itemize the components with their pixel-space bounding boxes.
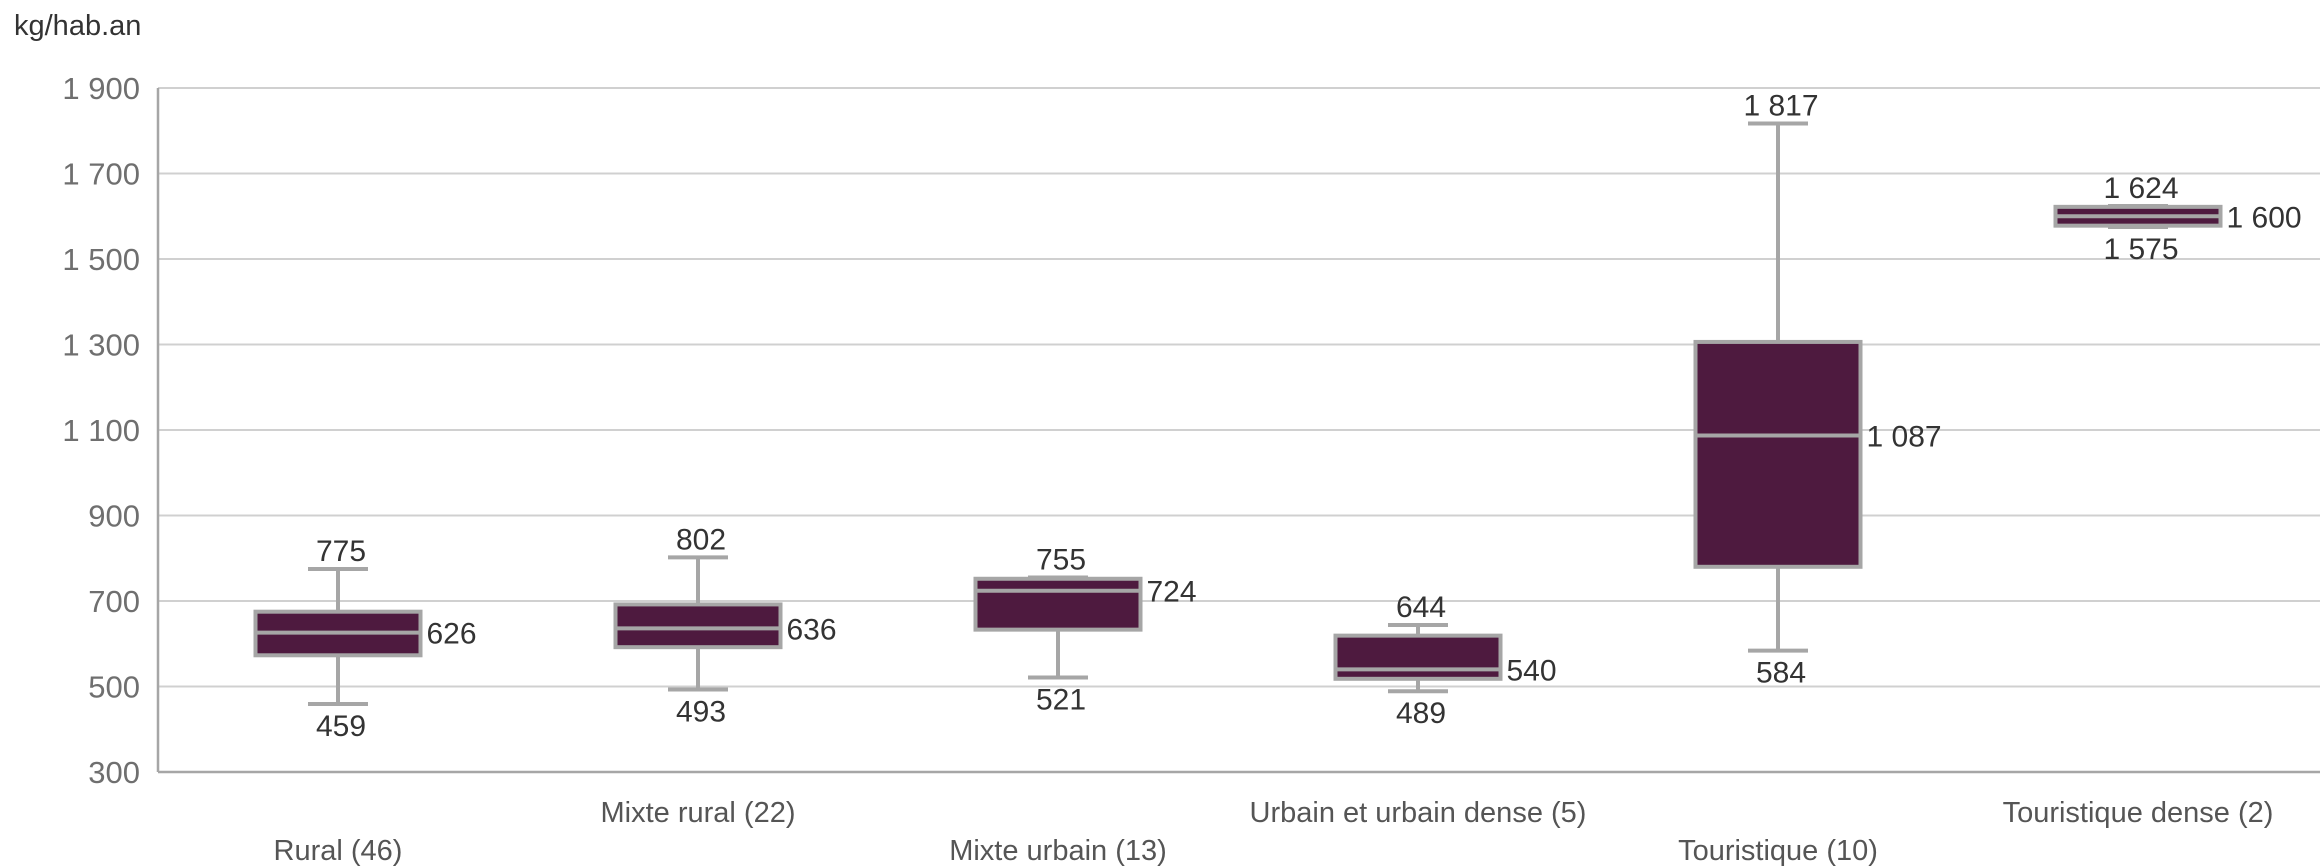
max-value-label: 1 624 <box>2103 172 2178 205</box>
x-category-label: Rural (46) <box>274 835 403 867</box>
min-value-label: 521 <box>1036 684 1086 717</box>
box-body <box>1333 633 1503 681</box>
grid-lines <box>158 87 2320 774</box>
max-value-label: 802 <box>676 523 726 556</box>
box-group: 802 493 636 <box>613 523 837 728</box>
median-value-label: 626 <box>427 618 477 651</box>
y-tick-label: 1 700 <box>62 157 140 192</box>
y-tick-label: 900 <box>88 499 140 534</box>
median-value-label: 636 <box>787 613 837 646</box>
max-value-label: 775 <box>316 535 366 568</box>
max-value-label: 755 <box>1036 543 1086 576</box>
y-tick-label: 500 <box>88 670 140 705</box>
y-axis: 300 500 700 900 1 100 1 300 1 500 1 700 1 900 <box>62 71 160 790</box>
median-value-label: 724 <box>1147 576 1197 609</box>
y-tick-label: 1 100 <box>62 413 140 448</box>
min-value-label: 584 <box>1756 657 1806 690</box>
box-body <box>613 602 783 650</box>
x-category-label: Mixte urbain (13) <box>949 835 1167 867</box>
y-tick-label: 300 <box>88 755 140 790</box>
y-tick-label: 1 500 <box>62 242 140 277</box>
x-axis: Rural (46) Mixte rural (22) Mixte urbain (… <box>274 797 2274 867</box>
box-body <box>973 576 1143 632</box>
x-category-label: Touristique dense (2) <box>2003 797 2274 829</box>
max-value-label: 644 <box>1396 591 1446 624</box>
max-value-label: 1 817 <box>1743 89 1818 122</box>
median-value-label: 540 <box>1507 654 1557 687</box>
y-tick-label: 700 <box>88 584 140 619</box>
min-value-label: 1 575 <box>2103 233 2178 266</box>
median-value-label: 1 087 <box>1867 421 1942 454</box>
box-group: 755 521 724 <box>973 543 1197 717</box>
x-category-label: Touristique (10) <box>1678 835 1878 867</box>
box-series: 775 459 626 802 493 636 755 521 724 644 489 540 1 81… <box>253 89 2302 743</box>
y-tick-label: 1 900 <box>62 71 140 106</box>
min-value-label: 459 <box>316 710 366 743</box>
min-value-label: 493 <box>676 695 726 728</box>
x-category-label: Urbain et urbain dense (5) <box>1250 797 1587 829</box>
y-axis-unit-label: kg/hab.an <box>14 10 141 42</box>
x-category-label: Mixte rural (22) <box>601 797 796 829</box>
box-group: 1 624 1 575 1 600 <box>2053 172 2302 266</box>
min-value-label: 489 <box>1396 697 1446 730</box>
box-group: 775 459 626 <box>253 535 477 743</box>
y-tick-label: 1 300 <box>62 328 140 363</box>
box-group: 644 489 540 <box>1333 591 1557 730</box>
median-value-label: 1 600 <box>2227 201 2302 234</box>
box-group: 1 817 584 1 087 <box>1693 89 1942 690</box>
box-body <box>1693 339 1863 569</box>
